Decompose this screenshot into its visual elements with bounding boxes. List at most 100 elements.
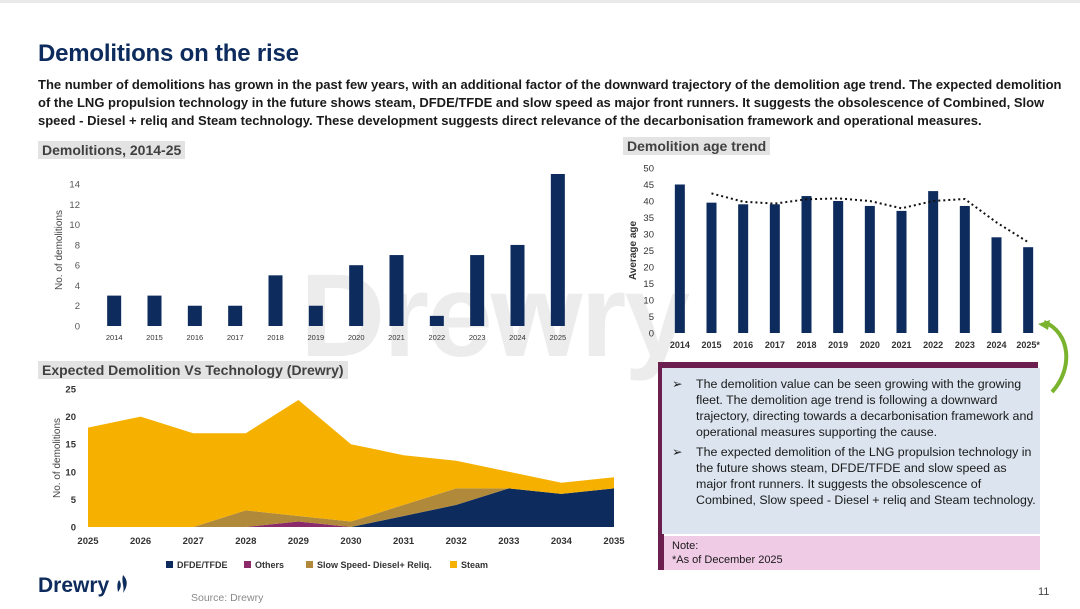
x-tick-label: 2020 xyxy=(348,333,365,342)
x-tick-label: 2033 xyxy=(498,536,519,547)
y-axis-label: Average age xyxy=(628,221,639,281)
bar xyxy=(550,174,565,326)
x-tick-label: 2026 xyxy=(130,536,151,547)
bar xyxy=(674,184,685,333)
y-tick-label: 20 xyxy=(65,412,76,423)
age-trend-bar-chart: 0 5 10 15 20 25 30 35 40 45 50 2014 2015 2016 2017 2018… xyxy=(628,164,1040,351)
y-tick-label: 35 xyxy=(643,213,654,224)
x-tick-label: 2025* xyxy=(1016,340,1040,350)
bar xyxy=(833,201,844,333)
demolitions-bar-chart: 0 2 4 6 8 10 12 14 2014 2015 2016 2017 2018 2019 2020 2… xyxy=(54,174,566,342)
x-tick-label: 2020 xyxy=(860,340,880,350)
bar xyxy=(187,305,202,326)
y-tick-label: 0 xyxy=(71,523,76,534)
bar xyxy=(991,237,1002,333)
arrow-bullet-icon: ➢ xyxy=(672,377,683,391)
bar xyxy=(769,204,780,333)
page-subtitle: The number of demolitions has grown in t… xyxy=(38,77,1062,128)
bar xyxy=(107,295,122,326)
y-tick-label: 25 xyxy=(643,246,654,257)
x-tick-label: 2017 xyxy=(765,340,785,350)
x-tick-label: 2024 xyxy=(986,340,1006,350)
legend-swatch xyxy=(450,561,457,568)
commentary-panel xyxy=(662,368,1040,534)
x-tick-label: 2018 xyxy=(267,333,284,342)
y-tick-label: 0 xyxy=(75,322,80,333)
panel-top-border xyxy=(658,362,1038,368)
y-tick-label: 10 xyxy=(65,467,76,478)
page-title: Demolitions on the rise xyxy=(38,40,299,67)
bar xyxy=(928,191,939,333)
chart-title-age-trend: Demolition age trend xyxy=(623,137,771,155)
note-text: *As of December 2025 xyxy=(672,554,783,566)
x-tick-label: 2024 xyxy=(509,333,526,342)
bar xyxy=(228,305,243,326)
watermark: Drewry xyxy=(300,250,690,382)
x-tick-label: 2014 xyxy=(670,340,690,350)
y-tick-label: 15 xyxy=(65,440,76,451)
bar xyxy=(349,265,364,326)
bar xyxy=(864,205,875,333)
x-tick-label: 2016 xyxy=(733,340,753,350)
y-tick-label: 0 xyxy=(649,329,654,340)
chart-title-technology: Expected Demolition Vs Technology (Drewr… xyxy=(38,361,348,379)
x-tick-label: 2019 xyxy=(828,340,848,350)
x-tick-label: 2028 xyxy=(235,536,256,547)
x-tick-label: 2032 xyxy=(446,536,467,547)
x-tick-label: 2023 xyxy=(469,333,486,342)
source-note: Source: Drewry xyxy=(191,592,264,604)
bar xyxy=(738,204,749,333)
y-tick-label: 45 xyxy=(643,180,654,191)
y-tick-label: 10 xyxy=(643,296,654,307)
x-tick-label: 2025 xyxy=(77,536,99,547)
page-number: 11 xyxy=(1038,586,1050,598)
y-tick-label: 6 xyxy=(75,261,80,272)
x-tick-label: 2023 xyxy=(955,340,975,350)
bullet-text: The expected demolition of the LNG propu… xyxy=(696,445,1036,507)
x-tick-label: 2021 xyxy=(388,333,405,342)
y-tick-label: 40 xyxy=(643,197,654,208)
x-tick-label: 2015 xyxy=(701,340,721,350)
y-tick-label: 4 xyxy=(75,281,80,292)
x-tick-label: 2015 xyxy=(146,333,163,342)
x-tick-label: 2034 xyxy=(551,536,573,547)
top-divider xyxy=(0,0,1080,3)
legend-swatch xyxy=(244,561,251,568)
x-tick-label: 2019 xyxy=(307,333,324,342)
bar xyxy=(801,196,812,333)
y-tick-label: 14 xyxy=(69,180,80,191)
area-series xyxy=(88,400,614,527)
bullet-text: The demolition value can be seen growing… xyxy=(696,377,1034,439)
panel-accent-bar xyxy=(658,366,664,570)
note-box: Note: *As of December 2025 xyxy=(664,536,1040,570)
bar xyxy=(268,275,283,326)
x-tick-label: 2021 xyxy=(891,340,911,350)
bar xyxy=(470,255,485,326)
x-tick-label: 2027 xyxy=(183,536,204,547)
x-tick-label: 2022 xyxy=(428,333,445,342)
y-tick-label: 2 xyxy=(75,301,80,312)
x-tick-label: 2022 xyxy=(923,340,943,350)
x-tick-label: 2016 xyxy=(186,333,203,342)
bar xyxy=(389,255,404,326)
y-tick-label: 30 xyxy=(643,230,654,241)
chart-title-demolitions: Demolitions, 2014-25 xyxy=(38,141,186,159)
y-axis-label: No. of demolitions xyxy=(52,418,63,498)
curved-arrow-icon xyxy=(1038,320,1069,394)
area-series xyxy=(88,488,614,527)
bar xyxy=(510,244,525,326)
x-tick-label: 2025 xyxy=(549,333,566,342)
y-tick-label: 10 xyxy=(69,220,80,231)
x-tick-label: 2017 xyxy=(227,333,244,342)
bar xyxy=(959,205,970,333)
note-title: Note: xyxy=(672,540,699,552)
legend-swatch xyxy=(306,561,313,568)
x-tick-label: 2030 xyxy=(340,536,361,547)
y-tick-label: 25 xyxy=(65,385,76,396)
legend-label: Others xyxy=(255,560,284,570)
logo-text: Drewry xyxy=(38,574,110,597)
arrow-bullet-icon: ➢ xyxy=(672,445,683,459)
x-tick-label: 2031 xyxy=(393,536,415,547)
bar xyxy=(147,295,162,326)
